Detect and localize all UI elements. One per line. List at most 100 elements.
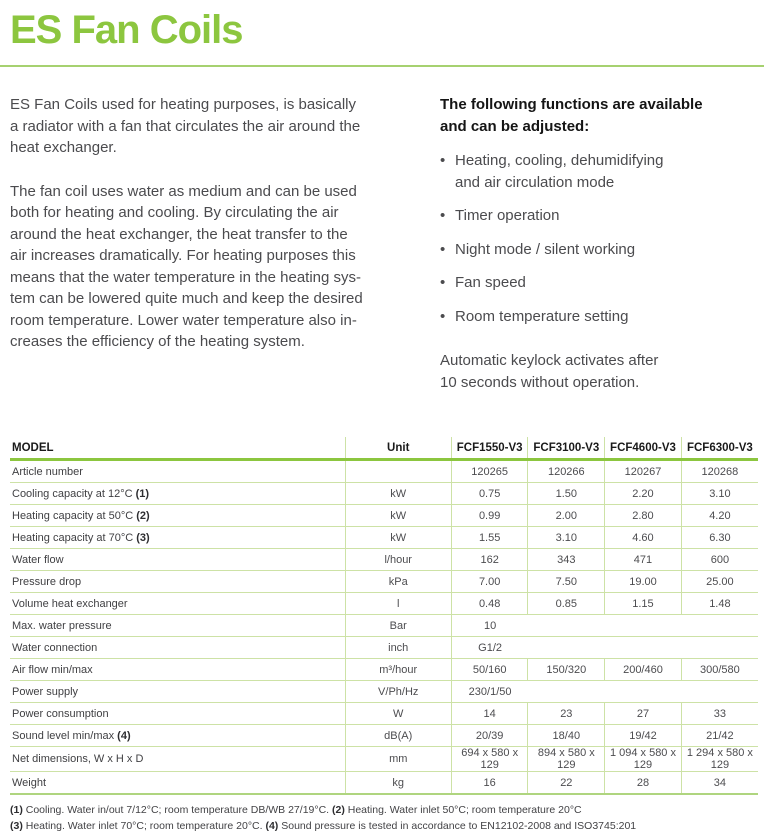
span-value-cell: 10 bbox=[451, 615, 758, 637]
value-cell: 471 bbox=[605, 549, 682, 571]
unit-cell: kW bbox=[345, 505, 451, 527]
value-cell: 1 094 x 580 x 129 bbox=[605, 747, 682, 772]
row-label: Power consumption bbox=[10, 703, 345, 725]
row-label: Heating capacity at 70°C (3) bbox=[10, 527, 345, 549]
footnote-marker: (3) bbox=[10, 820, 23, 832]
value-cell: 600 bbox=[681, 549, 758, 571]
unit-cell: dB(A) bbox=[345, 725, 451, 747]
value-cell: 0.85 bbox=[528, 593, 605, 615]
value-cell: 14 bbox=[451, 703, 528, 725]
unit-cell: m³/hour bbox=[345, 659, 451, 681]
value-cell: 6.30 bbox=[681, 527, 758, 549]
unit-cell: kW bbox=[345, 483, 451, 505]
footnote-marker: (2) bbox=[332, 804, 345, 816]
footnote-ref: (1) bbox=[136, 488, 149, 500]
value-cell: 200/460 bbox=[605, 659, 682, 681]
row-label: Water flow bbox=[10, 549, 345, 571]
unit-cell: kg bbox=[345, 772, 451, 795]
value-cell: 20/39 bbox=[451, 725, 528, 747]
value-cell: 894 x 580 x 129 bbox=[528, 747, 605, 772]
value-cell: 19/42 bbox=[605, 725, 682, 747]
value-cell: 7.00 bbox=[451, 571, 528, 593]
value-cell: 19.00 bbox=[605, 571, 682, 593]
value-cell: 18/40 bbox=[528, 725, 605, 747]
value-cell: 120267 bbox=[605, 460, 682, 483]
footnote-line: (1) Cooling. Water in/out 7/12°C; room t… bbox=[10, 803, 756, 819]
value-cell: 120268 bbox=[681, 460, 758, 483]
value-cell: 2.00 bbox=[528, 505, 605, 527]
unit-cell: kPa bbox=[345, 571, 451, 593]
footnote-ref: (2) bbox=[136, 510, 149, 522]
footnotes: (1) Cooling. Water in/out 7/12°C; room t… bbox=[10, 803, 756, 834]
footnote-ref: (3) bbox=[136, 532, 149, 544]
functions-panel: The following functions are available an… bbox=[440, 94, 750, 408]
span-value: 10 bbox=[452, 620, 529, 632]
value-cell: 33 bbox=[681, 703, 758, 725]
value-cell: 1.50 bbox=[528, 483, 605, 505]
row-label: Max. water pressure bbox=[10, 615, 345, 637]
value-cell: 7.50 bbox=[528, 571, 605, 593]
row-label: Power supply bbox=[10, 681, 345, 703]
column-header: FCF6300-V3 bbox=[681, 437, 758, 460]
value-cell: 3.10 bbox=[528, 527, 605, 549]
row-label: Weight bbox=[10, 772, 345, 795]
footnote-line: (3) Heating. Water inlet 70°C; room temp… bbox=[10, 819, 756, 834]
row-label: Heating capacity at 50°C (2) bbox=[10, 505, 345, 527]
value-cell: 4.60 bbox=[605, 527, 682, 549]
value-cell: 0.75 bbox=[451, 483, 528, 505]
row-label: Volume heat exchanger bbox=[10, 593, 345, 615]
footnote-marker: (1) bbox=[10, 804, 23, 816]
value-cell: 25.00 bbox=[681, 571, 758, 593]
title-divider bbox=[0, 65, 764, 67]
unit-cell: kW bbox=[345, 527, 451, 549]
row-label: Water connection bbox=[10, 637, 345, 659]
unit-cell: Bar bbox=[345, 615, 451, 637]
value-cell: 27 bbox=[605, 703, 682, 725]
function-item: Fan speed bbox=[440, 272, 750, 294]
unit-cell: l bbox=[345, 593, 451, 615]
value-cell: 21/42 bbox=[681, 725, 758, 747]
value-cell: 2.20 bbox=[605, 483, 682, 505]
footnote-marker: (4) bbox=[265, 820, 278, 832]
function-item: Timer operation bbox=[440, 205, 750, 227]
value-cell: 34 bbox=[681, 772, 758, 795]
value-cell: 23 bbox=[528, 703, 605, 725]
value-cell: 28 bbox=[605, 772, 682, 795]
keylock-note: Automatic keylock activates after 10 sec… bbox=[440, 350, 750, 393]
row-label: Air flow min/max bbox=[10, 659, 345, 681]
value-cell: 50/160 bbox=[451, 659, 528, 681]
intro-section: ES Fan Coils used for heating purposes, … bbox=[10, 94, 756, 408]
value-cell: 22 bbox=[528, 772, 605, 795]
intro-paragraph: The fan coil uses water as medium and ca… bbox=[10, 181, 410, 353]
value-cell: 120265 bbox=[451, 460, 528, 483]
column-header: FCF1550-V3 bbox=[451, 437, 528, 460]
function-item: Night mode / silent working bbox=[440, 239, 750, 261]
value-cell: 1 294 x 580 x 129 bbox=[681, 747, 758, 772]
column-header: Unit bbox=[345, 437, 451, 460]
functions-list: Heating, cooling, dehumidifying and air … bbox=[440, 150, 750, 327]
value-cell: 0.48 bbox=[451, 593, 528, 615]
unit-cell: mm bbox=[345, 747, 451, 772]
value-cell: 343 bbox=[528, 549, 605, 571]
value-cell: 0.99 bbox=[451, 505, 528, 527]
function-item: Room temperature setting bbox=[440, 306, 750, 328]
value-cell: 4.20 bbox=[681, 505, 758, 527]
unit-cell bbox=[345, 460, 451, 483]
unit-cell: W bbox=[345, 703, 451, 725]
